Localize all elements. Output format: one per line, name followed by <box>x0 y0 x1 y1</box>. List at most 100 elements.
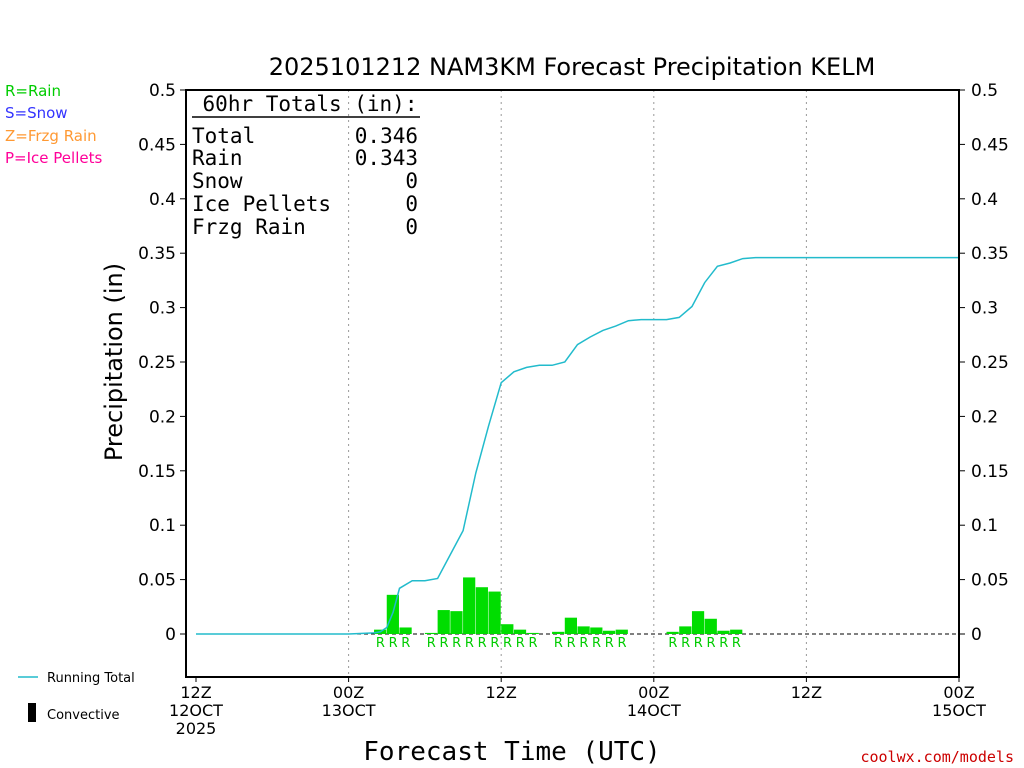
totals-label-frzg-rain: Frzg Rain <box>192 215 306 239</box>
y-tick-label-right-7: 0.35 <box>971 244 1009 264</box>
convective-legend-label: Convective <box>47 708 120 723</box>
y-axis-label: Precipitation (in) <box>100 263 128 461</box>
x-tick-label-3-0: 00Z <box>638 683 669 702</box>
x-tick-label-4-0: 12Z <box>791 683 822 702</box>
y-tick-label-left-6: 0.3 <box>149 299 176 319</box>
precip-bar-h19 <box>424 632 438 634</box>
totals-label-snow: Snow <box>192 169 243 193</box>
totals-value-total: 0.346 <box>355 124 418 148</box>
precip-bar-h27 <box>526 632 539 634</box>
type-label-h34: R <box>617 636 626 651</box>
precip-bar-h42 <box>717 630 730 634</box>
legend-ice-pellets: P=Ice Pellets <box>5 149 102 167</box>
precip-bar-h41 <box>704 618 717 634</box>
totals-label-rain: Rain <box>192 146 243 170</box>
y-tick-label-left-2: 0.1 <box>149 516 176 536</box>
type-label-h20: R <box>439 636 448 651</box>
type-label-h15: R <box>376 636 385 651</box>
precip-bar-h30 <box>564 617 577 634</box>
type-label-h26: R <box>516 636 525 651</box>
y-tick-label-right-10: 0.5 <box>971 81 998 101</box>
legend-rain: R=Rain <box>5 82 61 100</box>
precip-bar-h32 <box>590 627 603 634</box>
totals-value-snow: 0 <box>405 169 418 193</box>
precip-bar-h22 <box>463 577 476 634</box>
type-label-h23: R <box>478 636 487 651</box>
running-total-line <box>196 256 959 635</box>
precip-bar-h24 <box>488 591 501 634</box>
x-tick-label-3-1: 14OCT <box>627 701 681 720</box>
type-label-h42: R <box>719 636 728 651</box>
type-label-h29: R <box>554 636 563 651</box>
totals-value-rain: 0.343 <box>355 146 418 170</box>
x-tick-label-0-2: 2025 <box>176 719 217 738</box>
y-tick-label-left-9: 0.45 <box>138 135 176 155</box>
y-tick-label-right-4: 0.2 <box>971 407 998 427</box>
x-tick-label-2-0: 12Z <box>486 683 517 702</box>
precip-bar-h33 <box>602 630 616 634</box>
watermark: coolwx.com/models <box>860 748 1014 766</box>
convective-legend-swatch <box>28 703 36 722</box>
totals-box: 60hr Totals (in): Total 0.346 Rain 0.343… <box>192 92 420 239</box>
y-tick-label-right-1: 0.05 <box>971 571 1009 591</box>
precip-bar-h25 <box>501 624 514 634</box>
precip-bar-h31 <box>577 626 590 634</box>
totals-header: 60hr Totals (in): <box>203 92 418 116</box>
plot-frame <box>185 89 960 678</box>
y-tick-label-left-7: 0.35 <box>138 244 176 264</box>
type-label-h30: R <box>567 636 576 651</box>
precip-bar-h20 <box>437 610 450 634</box>
precip-bar-h38 <box>666 631 679 634</box>
legend-frzg-rain: Z=Frzg Rain <box>5 127 97 145</box>
type-label-h39: R <box>681 636 690 651</box>
type-label-h43: R <box>732 636 741 651</box>
y-tick-label-left-10: 0.5 <box>149 81 176 101</box>
x-tick-label-1-1: 13OCT <box>322 701 376 720</box>
precip-bar-h43 <box>730 629 743 634</box>
y-tick-label-right-2: 0.1 <box>971 516 998 536</box>
precip-bar-h21 <box>450 611 463 634</box>
y-tick-label-left-1: 0.05 <box>138 571 176 591</box>
y-tick-label-right-8: 0.4 <box>971 190 998 210</box>
y-tick-label-right-5: 0.25 <box>971 353 1009 373</box>
x-tick-label-1-0: 00Z <box>333 683 364 702</box>
type-label-h27: R <box>528 636 537 651</box>
precip-bar-h40 <box>691 611 705 634</box>
totals-value-frzg-rain: 0 <box>405 215 418 239</box>
type-label-h16: R <box>389 636 398 651</box>
precip-bar-h34 <box>615 629 628 634</box>
x-tick-label-0-1: 12OCT <box>169 701 223 720</box>
x-axis-label: Forecast Time (UTC) <box>363 737 660 767</box>
y-tick-label-right-6: 0.3 <box>971 299 998 319</box>
totals-value-ice-pellets: 0 <box>405 192 418 216</box>
precip-bar-h39 <box>679 626 692 634</box>
y-tick-label-left-3: 0.15 <box>138 462 176 482</box>
type-label-h32: R <box>592 636 601 651</box>
totals-label-total: Total <box>192 124 255 148</box>
precip-bars <box>374 577 743 634</box>
y-tick-label-right-9: 0.45 <box>971 135 1009 155</box>
y-tick-label-left-5: 0.25 <box>138 353 176 373</box>
x-tick-label-5-1: 15OCT <box>932 701 986 720</box>
x-tick-label-5-0: 00Z <box>943 683 974 702</box>
type-label-h19: R <box>427 636 436 651</box>
y-tick-label-left-8: 0.4 <box>149 190 176 210</box>
legend-snow: S=Snow <box>5 104 68 122</box>
y-tick-label-left-0: 0 <box>165 625 176 645</box>
type-label-h41: R <box>707 636 716 651</box>
y-tick-label-right-3: 0.15 <box>971 462 1009 482</box>
type-label-h31: R <box>579 636 588 651</box>
y-tick-label-left-4: 0.2 <box>149 407 176 427</box>
type-label-h17: R <box>401 636 410 651</box>
type-label-h21: R <box>452 636 461 651</box>
precip-bar-h26 <box>513 629 527 634</box>
running-total-line-group <box>196 256 959 635</box>
type-label-h22: R <box>465 636 474 651</box>
type-label-h25: R <box>503 636 512 651</box>
type-label-h33: R <box>605 636 614 651</box>
running-total-legend-label: Running Total <box>47 671 135 686</box>
precip-bar-h17 <box>399 627 412 634</box>
